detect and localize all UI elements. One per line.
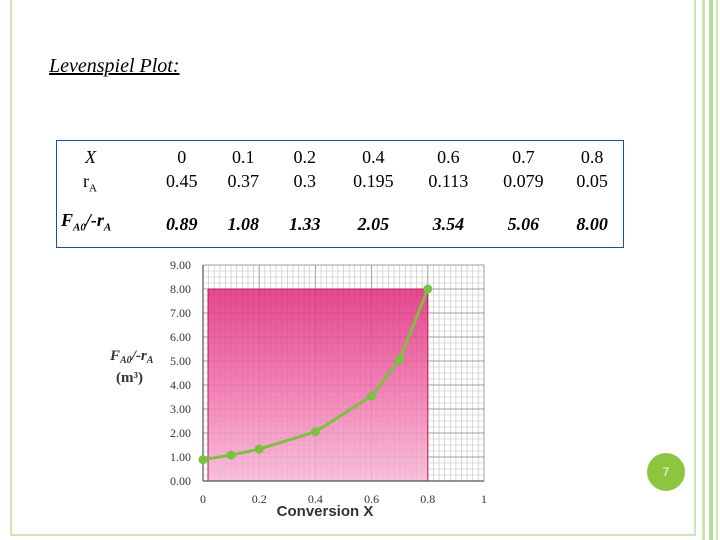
y-tick-label: 3.00 (170, 402, 191, 416)
table-cell: 0.195 (353, 171, 394, 191)
table-cell: 0.2 (293, 147, 317, 167)
row-label-x: X (85, 147, 96, 167)
page-number-badge: 7 (647, 453, 685, 491)
row-label-sub: A0 (73, 221, 86, 234)
table-cell: 5.06 (507, 213, 540, 234)
y-axis-unit-label: (m³) (116, 370, 143, 386)
x-tick-label: 0.6 (364, 492, 379, 506)
data-point (198, 455, 208, 465)
shaded-area (207, 288, 429, 481)
table-cell: 0.1 (232, 147, 255, 167)
y-tick-label: 5.00 (170, 354, 191, 368)
data-point (226, 450, 236, 460)
chart-axes (202, 265, 484, 482)
table-cell: 0.113 (428, 171, 469, 191)
data-table: X 0 0.1 0.2 0.4 0.6 0.7 0.8 rA 0.45 0.37… (56, 140, 624, 248)
table-cell: 8.00 (576, 213, 608, 234)
x-tick-label: 0.8 (420, 492, 435, 506)
slide-border (10, 0, 696, 536)
table-cell: 1.08 (227, 213, 260, 234)
row-label-main: r (83, 171, 89, 191)
data-series (198, 284, 433, 465)
row-label-sub: A (103, 221, 112, 234)
x-tick-label: 1 (481, 492, 487, 506)
x-tick-label: 0 (200, 492, 206, 506)
y-tick-label: 4.00 (170, 378, 191, 392)
y-axis-label-part: A (146, 355, 154, 366)
table-row-x: X 0 0.1 0.2 0.4 0.6 0.7 0.8 (57, 141, 624, 170)
table-cell: 0.45 (166, 171, 198, 191)
x-tick-label: 0.2 (252, 492, 267, 506)
x-axis-label: Conversion X (277, 503, 374, 520)
row-label-fa: FA0/-rA (57, 201, 152, 248)
table-cell: 0.4 (362, 147, 385, 167)
table-cell: 1.33 (289, 213, 321, 234)
data-point (395, 355, 405, 365)
table-cell: 2.05 (357, 213, 390, 234)
table-row-fa: FA0/-rA 0.89 1.08 1.33 2.05 3.54 5.06 8.… (57, 201, 624, 248)
row-label-sub: A (89, 182, 97, 195)
y-tick-label: 8.00 (170, 282, 191, 296)
table-cell: 0.6 (437, 147, 460, 167)
table-cell: 0.3 (293, 171, 317, 191)
side-decoration-bar (716, 0, 718, 540)
chart-labels: 0.00 1.00 2.00 3.00 4.00 5.00 6.00 7.00 8.00 9.00… (109, 258, 487, 520)
data-point (367, 391, 377, 401)
levenspiel-rectangle (208, 289, 428, 481)
row-label-main: F (61, 209, 74, 230)
row-label-mid: /-r (85, 209, 104, 230)
table-cell: 0.05 (576, 171, 608, 191)
side-decoration-bar (709, 0, 713, 540)
data-point (310, 427, 320, 437)
data-point (423, 284, 433, 294)
y-axis-label: FA0/-rA (109, 348, 154, 366)
table-row-ra: rA 0.45 0.37 0.3 0.195 0.113 0.079 0.05 (57, 169, 624, 201)
table-cell: 0.37 (227, 171, 260, 191)
side-decoration-bar (702, 0, 705, 540)
table-cell: 0.079 (503, 171, 544, 191)
table-cell: 0.8 (580, 147, 604, 167)
y-axis-label-part: A0 (119, 355, 132, 366)
y-tick-label: 2.00 (170, 426, 191, 440)
table-cell: 3.54 (432, 213, 465, 234)
y-tick-label: 9.00 (170, 258, 191, 272)
x-tick-label: 0.4 (308, 492, 323, 506)
y-axis-label-part: /-r (131, 348, 147, 364)
y-tick-label: 7.00 (170, 306, 191, 320)
data-point (254, 444, 264, 454)
table-cell: 0.89 (166, 213, 198, 234)
y-tick-label: 6.00 (170, 330, 191, 344)
row-label-ra: rA (57, 169, 152, 201)
y-axis-label-part: F (109, 348, 120, 364)
table-cell: 0 (177, 147, 187, 167)
y-tick-label: 0.00 (170, 474, 191, 488)
y-tick-label: 1.00 (170, 450, 191, 464)
table-cell: 0.7 (512, 147, 535, 167)
slide-title: Levenspiel Plot: (49, 55, 180, 77)
